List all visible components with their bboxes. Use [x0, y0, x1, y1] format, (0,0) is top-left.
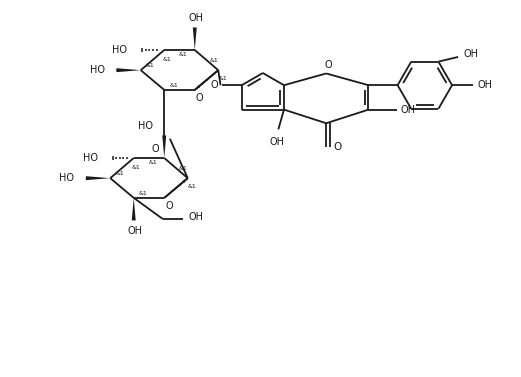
Text: O: O [165, 201, 173, 211]
Polygon shape [116, 68, 141, 72]
Text: &1: &1 [162, 57, 171, 62]
Text: OH: OH [127, 226, 142, 236]
Text: &1: &1 [169, 83, 178, 88]
Text: &1: &1 [139, 191, 147, 196]
Text: &1: &1 [148, 160, 157, 165]
Text: OH: OH [477, 80, 492, 90]
Text: &1: &1 [132, 165, 141, 170]
Text: OH: OH [269, 136, 284, 147]
Text: O: O [196, 93, 203, 103]
Text: OH: OH [464, 49, 479, 59]
Text: HO: HO [59, 173, 74, 183]
Text: &1: &1 [188, 184, 197, 189]
Text: O: O [210, 80, 218, 90]
Text: OH: OH [401, 105, 416, 115]
Text: OH: OH [188, 13, 203, 23]
Text: &1: &1 [115, 171, 124, 176]
Text: HO: HO [90, 65, 105, 75]
Text: HO: HO [138, 121, 153, 131]
Polygon shape [193, 28, 197, 50]
Text: &1: &1 [146, 63, 155, 68]
Text: &1: &1 [219, 76, 227, 81]
Text: &1: &1 [209, 58, 218, 63]
Polygon shape [162, 135, 166, 158]
Text: O: O [152, 144, 159, 154]
Text: HO: HO [83, 153, 97, 163]
Text: HO: HO [111, 45, 127, 55]
Polygon shape [132, 198, 135, 221]
Text: OH: OH [188, 211, 203, 222]
Text: O: O [334, 142, 342, 152]
Text: &1: &1 [179, 52, 188, 57]
Text: O: O [325, 60, 332, 70]
Polygon shape [86, 176, 110, 180]
Text: &1: &1 [179, 166, 188, 170]
